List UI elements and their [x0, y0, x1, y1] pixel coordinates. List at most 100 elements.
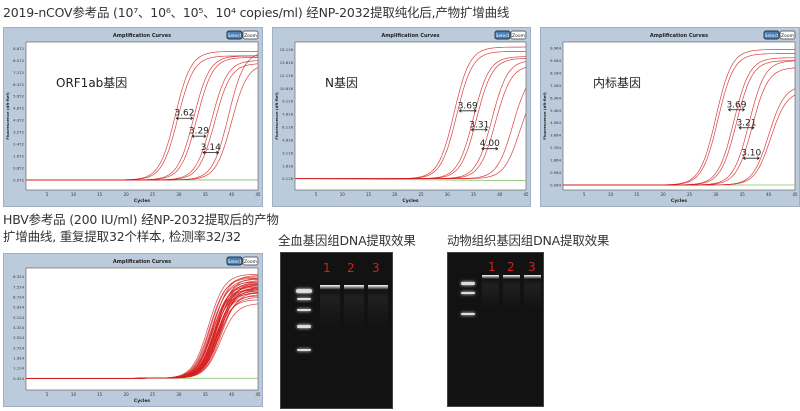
select-button-label[interactable]: Select [765, 33, 779, 39]
y-tick-label: 3.116 [282, 150, 293, 155]
x-tick-label: 15 [366, 192, 372, 197]
x-tick-label: 45 [792, 192, 798, 197]
y-tick-label: 8.872 [13, 46, 24, 51]
gene-label: ORF1ab基因 [56, 76, 127, 90]
x-tick-label: 25 [150, 392, 156, 397]
y-tick-label: 10.616 [280, 86, 294, 91]
x-tick-label: 45 [255, 192, 261, 197]
chart-title: Amplification Curves [113, 33, 171, 39]
y-tick-label: 0.964 [550, 170, 561, 175]
delta-ct-label: 3.21 [736, 118, 756, 128]
y-tick-label: 9.964 [550, 46, 561, 51]
delta-ct-label: 3.29 [189, 127, 209, 137]
arrow-heads [202, 150, 220, 155]
x-tick-label: 20 [124, 192, 130, 197]
y-tick-label: 8.324 [13, 274, 24, 279]
hbv-caption-line2: 扩增曲线, 重复提取32个样本, 检测率32/32 [3, 229, 241, 244]
arrow-heads [191, 134, 207, 139]
select-button-label[interactable]: Select [228, 259, 242, 265]
y-tick-label: 0.324 [13, 376, 24, 381]
arrow-heads [458, 109, 477, 113]
chart-internal-control: Amplification Curves Select Zoom 5 10 15 20 25 3… [540, 27, 800, 207]
select-button[interactable] [763, 30, 780, 40]
y-tick-label: 6.116 [282, 125, 293, 130]
zoom-button-label[interactable]: Zoom [244, 33, 257, 39]
plot-area [25, 41, 259, 191]
x-tick-label: 45 [255, 392, 261, 397]
x-tick-label: 10 [608, 192, 614, 197]
dna-band [368, 285, 388, 345]
y-tick-label: 5.672 [13, 94, 24, 99]
delta-ct-label: 3.10 [741, 149, 761, 159]
y-tick-label: 1.864 [550, 158, 561, 163]
y-tick-label: 2.472 [13, 142, 24, 147]
x-tick-label: 10 [71, 392, 77, 397]
plot-area [562, 41, 796, 191]
chart-orf1ab: Amplification Curves Select Zoom 5 10 15 20 25 3… [3, 27, 263, 207]
arrow-heads [481, 146, 499, 151]
y-tick-label: 5.124 [13, 315, 24, 320]
delta-ct-label: 3.69 [726, 100, 746, 110]
page-title: 2019-nCOV参考品 (10⁷、10⁶、10⁵、10⁴ copies/ml)… [3, 5, 510, 20]
zoom-button[interactable] [242, 256, 259, 266]
select-button-label[interactable]: Select [228, 33, 242, 39]
y-tick-label: 0.116 [282, 176, 293, 181]
y-tick-label: 4.072 [13, 118, 24, 123]
zoom-button[interactable] [510, 30, 527, 40]
dna-band [503, 275, 520, 325]
chart-title: Amplification Curves [381, 33, 439, 39]
x-axis-label: Cycles [134, 398, 150, 404]
y-tick-label: 9.116 [282, 99, 293, 104]
ladder-band [297, 298, 311, 300]
arrow-heads [738, 125, 755, 130]
ladder-band [297, 325, 311, 328]
y-tick-label: 3.664 [550, 133, 561, 138]
y-tick-label: 6.724 [13, 294, 24, 299]
chart-title: Amplification Curves [113, 259, 171, 265]
x-tick-label: 20 [392, 192, 398, 197]
y-tick-label: 7.264 [550, 83, 561, 88]
select-button-label[interactable]: Select [496, 33, 510, 39]
y-axis-label: Fluorescence (dR-Ref) [274, 92, 279, 140]
zoom-button-label[interactable]: Zoom [244, 259, 257, 265]
dna-band [344, 285, 364, 345]
y-tick-label: 0.064 [550, 182, 561, 187]
dna-band [482, 275, 499, 325]
x-tick-label: 30 [445, 192, 451, 197]
x-tick-label: 40 [766, 192, 772, 197]
lane-label: 1 [488, 260, 496, 274]
y-tick-label: 7.272 [13, 70, 24, 75]
lane-label: 1 [323, 261, 331, 275]
x-tick-label: 10 [71, 192, 77, 197]
ladder-band [297, 349, 311, 351]
y-tick-label: 1.124 [13, 366, 24, 371]
y-tick-label: 15.116 [280, 47, 294, 52]
zoom-button[interactable] [242, 30, 259, 40]
x-tick-label: 25 [418, 192, 424, 197]
y-tick-label: 3.272 [13, 130, 24, 135]
zoom-button-label[interactable]: Zoom [512, 33, 525, 39]
amplification-curve [563, 94, 796, 186]
select-button[interactable] [226, 256, 243, 266]
select-button[interactable] [494, 30, 511, 40]
y-tick-label: 4.324 [13, 325, 24, 330]
x-tick-label: 30 [176, 192, 182, 197]
zoom-button-label[interactable]: Zoom [781, 33, 794, 39]
y-tick-label: 5.464 [550, 108, 561, 113]
amplification-curve [26, 292, 259, 379]
zoom-button[interactable] [779, 30, 796, 40]
y-tick-label: 8.164 [550, 70, 561, 75]
x-tick-label: 5 [46, 392, 49, 397]
lane-label: 3 [372, 261, 380, 275]
amplification-curve [26, 67, 259, 181]
x-tick-label: 35 [740, 192, 746, 197]
y-tick-label: 2.764 [550, 145, 561, 150]
x-tick-label: 35 [471, 192, 477, 197]
dna-band [524, 275, 541, 325]
ladder-band [296, 289, 312, 293]
x-tick-label: 5 [583, 192, 586, 197]
x-axis-label: Cycles [671, 198, 687, 204]
delta-ct-label: 3.62 [174, 109, 194, 119]
y-tick-label: 9.064 [550, 58, 561, 63]
select-button[interactable] [226, 30, 243, 40]
